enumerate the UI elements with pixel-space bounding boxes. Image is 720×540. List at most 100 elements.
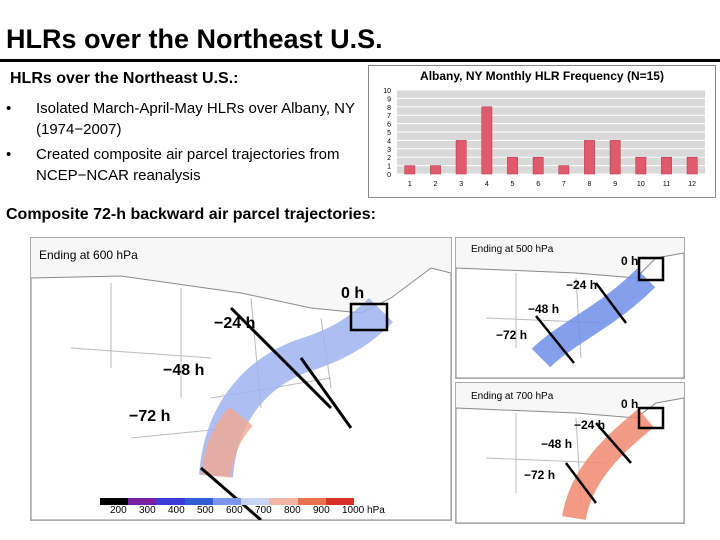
bar <box>661 156 672 175</box>
y-tick-label: 0 <box>387 172 391 179</box>
x-tick-label: 8 <box>588 181 592 188</box>
colorbar-segment <box>241 498 270 505</box>
colorbar-segment <box>184 498 213 505</box>
colorbar-tick-label: 900 <box>313 505 330 516</box>
map-panel-700: Ending at 700 hPa 0 h −24 h −48 h −72 h <box>455 382 685 524</box>
x-tick-label: 6 <box>536 181 540 188</box>
section-heading: Composite 72-h backward air parcel traje… <box>6 206 376 223</box>
pressure-colorbar <box>100 498 354 505</box>
bullet-item: • Created composite air parcel trajector… <box>6 144 356 186</box>
colorbar-segment <box>325 498 354 505</box>
y-tick-label: 9 <box>387 96 391 103</box>
time-label: −72 h <box>524 468 556 482</box>
time-marker-line <box>565 462 597 504</box>
trajectory-band <box>531 268 656 368</box>
y-tick-label: 2 <box>387 155 391 162</box>
time-label: −72 h <box>496 328 528 342</box>
content-subtitle: HLRs over the Northeast U.S.: <box>10 70 239 87</box>
chart-title: Albany, NY Monthly HLR Frequency (N=15) <box>420 69 664 83</box>
x-tick-label: 10 <box>637 181 645 188</box>
colorbar-tick-label: 200 <box>110 505 127 516</box>
x-tick-label: 7 <box>562 181 566 188</box>
albany-box <box>637 406 665 430</box>
bar <box>609 140 621 175</box>
time-marker-line <box>229 306 333 410</box>
time-label: 0 h <box>341 285 365 302</box>
time-label: −48 h <box>163 362 205 379</box>
bar <box>635 156 647 175</box>
y-tick-label: 8 <box>387 105 391 112</box>
colorbar-tick-label: 500 <box>197 505 214 516</box>
colorbar-segment <box>156 498 185 505</box>
time-label: 0 h <box>621 254 639 268</box>
slide-title: HLRs over the Northeast U.S. <box>6 24 383 54</box>
time-label: 0 h <box>621 397 639 411</box>
trajectory-band <box>562 408 654 521</box>
colorbar-segment <box>100 498 129 505</box>
colorbar-segment <box>212 498 242 505</box>
y-tick-label: 5 <box>387 130 391 137</box>
time-marker-line <box>299 357 353 429</box>
colorbar-segment <box>297 498 326 505</box>
bullet-marker: • <box>6 146 12 163</box>
hlr-frequency-chart: Albany, NY Monthly HLR Frequency (N=15) … <box>368 65 716 198</box>
bar <box>481 106 493 175</box>
colorbar-tick-label: 1000 hPa <box>342 505 385 516</box>
time-label: −24 h <box>574 418 606 432</box>
y-tick-label: 1 <box>387 164 391 171</box>
panel-label: Ending at 500 hPa <box>471 244 554 255</box>
x-tick-label: 11 <box>663 181 670 188</box>
time-marker-line <box>595 422 632 464</box>
colorbar-tick-label: 300 <box>139 505 156 516</box>
albany-box <box>349 302 389 332</box>
time-label: −48 h <box>528 302 560 316</box>
y-tick-label: 7 <box>387 113 391 120</box>
time-label: −24 h <box>214 315 256 332</box>
bullet-list: • Isolated March-April-May HLRs over Alb… <box>6 98 356 190</box>
y-tick-label: 3 <box>387 147 391 154</box>
bullet-item: • Isolated March-April-May HLRs over Alb… <box>6 98 356 140</box>
trajectory-map-600 <box>31 267 451 520</box>
bar <box>532 156 544 175</box>
panel-label: Ending at 600 hPa <box>39 248 138 262</box>
colorbar-segment <box>269 498 298 505</box>
y-tick-label: 10 <box>383 88 391 95</box>
x-tick-label: 2 <box>434 181 438 188</box>
time-label: −24 h <box>566 278 598 292</box>
y-tick-label: 6 <box>387 122 391 129</box>
time-label: −72 h <box>129 408 171 425</box>
x-tick-label: 5 <box>511 181 515 188</box>
panel-label: Ending at 700 hPa <box>471 391 554 402</box>
bar <box>430 165 441 175</box>
colorbar-tick-label: 700 <box>255 505 272 516</box>
bullet-text: Isolated March-April-May HLRs over Alban… <box>36 100 355 138</box>
colorbar-tick-label: 400 <box>168 505 185 516</box>
bar <box>686 156 698 175</box>
map-panel-500: Ending at 500 hPa 0 h −24 h −48 h −72 h <box>455 237 685 379</box>
bullet-text: Created composite air parcel trajectorie… <box>36 146 340 184</box>
bar <box>507 156 518 175</box>
albany-box <box>637 256 665 282</box>
bar <box>558 165 570 175</box>
time-marker-line <box>595 282 627 324</box>
bar <box>455 140 467 175</box>
x-tick-label: 12 <box>688 181 696 188</box>
map-panel-600: Ending at 600 hPa 0 h −24 h −48 h −72 h <box>30 237 452 521</box>
x-tick-label: 3 <box>459 181 463 188</box>
colorbar-tick-label: 600 <box>226 505 243 516</box>
bar <box>584 140 595 175</box>
colorbar-tick-label: 800 <box>284 505 301 516</box>
time-marker-line <box>535 315 575 364</box>
title-divider <box>0 59 720 62</box>
x-tick-label: 9 <box>613 181 617 188</box>
x-tick-label: 4 <box>485 181 489 188</box>
trajectory-map-700 <box>456 397 684 523</box>
trajectory-band-low <box>201 406 253 478</box>
time-label: −48 h <box>541 437 573 451</box>
trajectory-map-500 <box>456 252 684 378</box>
time-marker-line <box>200 466 262 520</box>
bar <box>404 165 416 175</box>
bullet-marker: • <box>6 100 12 117</box>
